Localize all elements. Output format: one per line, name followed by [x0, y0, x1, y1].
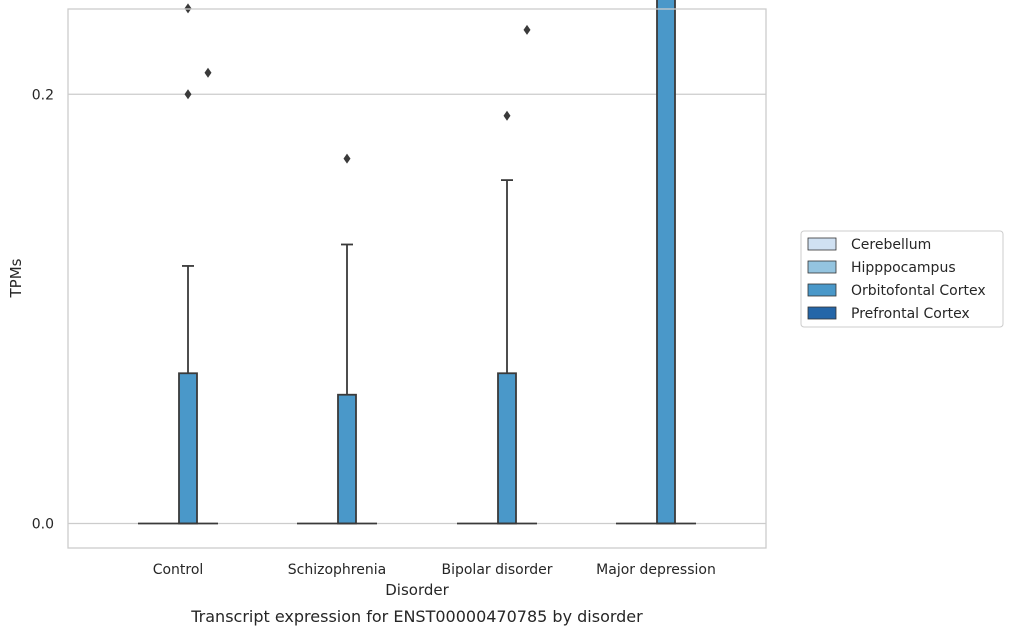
box	[178, 372, 198, 525]
y-tick-label: 0.2	[32, 87, 54, 103]
box-group	[178, 3, 198, 525]
box-group	[517, 24, 537, 525]
y-axis-label: TPMs	[7, 258, 25, 298]
box	[497, 372, 517, 525]
outlier-point	[204, 67, 212, 78]
x-tick-label: Bipolar disorder	[441, 562, 552, 578]
legend-label: Cerebellum	[851, 237, 931, 253]
legend-swatch	[807, 260, 837, 274]
x-tick-label: Major depression	[596, 562, 716, 578]
box-group	[656, 0, 676, 525]
legend-item: Orbitofontal Cortex	[807, 283, 986, 299]
outlier-point	[343, 153, 351, 164]
boxes	[138, 0, 696, 525]
x-tick-label: Control	[153, 562, 204, 578]
x-tick-label: Schizophrenia	[288, 562, 386, 578]
box	[337, 393, 357, 525]
legend-item: Prefrontal Cortex	[807, 306, 970, 322]
y-tick-label: 0.0	[32, 517, 54, 533]
x-axis-label: Disorder	[385, 581, 449, 599]
box-group	[497, 110, 517, 525]
legend-swatch	[807, 283, 837, 297]
legend-item: Hipppocampus	[807, 260, 956, 276]
outlier-point	[523, 24, 531, 35]
legend-frame	[800, 230, 1004, 328]
chart-caption: Transcript expression for ENST0000047078…	[190, 607, 643, 626]
legend: Cerebellum Hipppocampus Orbitofontal Corte…	[800, 230, 1004, 328]
legend-swatch	[807, 306, 837, 320]
legend-item: Cerebellum	[807, 237, 931, 253]
tick-labels: 0.00.20.40.60.81.0ControlSchizophreniaBi…	[32, 87, 716, 578]
box	[656, 0, 676, 525]
legend-swatch	[807, 237, 837, 251]
legend-label: Hipppocampus	[851, 260, 956, 276]
legend-label: Prefrontal Cortex	[851, 306, 970, 322]
outlier-point	[184, 89, 192, 100]
outlier-point	[503, 110, 511, 121]
box-group	[337, 153, 357, 525]
box-group	[477, 522, 497, 525]
plot-frame	[67, 8, 767, 549]
legend-label: Orbitofontal Cortex	[851, 283, 986, 299]
box-group	[198, 67, 218, 525]
box-group	[676, 522, 696, 525]
box-group	[158, 522, 178, 525]
